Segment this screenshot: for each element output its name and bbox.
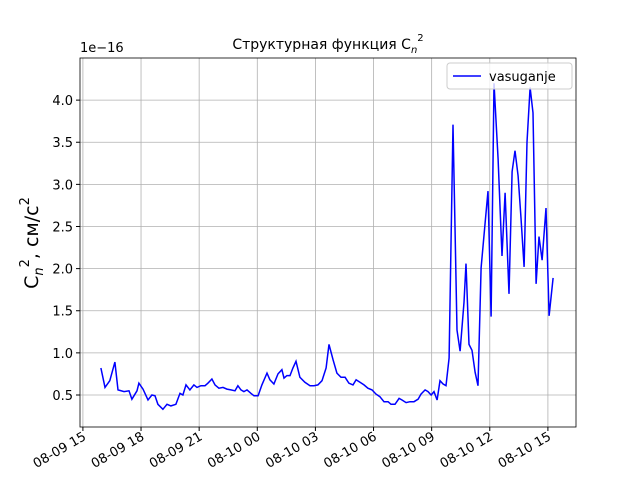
offset-text: 1e−16	[80, 41, 124, 56]
axes-frame	[79, 57, 577, 428]
y-tick-label: 3.5	[52, 136, 73, 151]
y-axis-label: Cn2, см/с2	[18, 197, 47, 289]
chart-title: Структурная функция Cn2	[232, 33, 423, 56]
y-label-sub: n	[32, 267, 47, 275]
y-tick-label: 3.0	[52, 178, 73, 193]
legend: vasuganje	[446, 62, 573, 90]
title-sub: n	[411, 45, 417, 56]
legend-box	[446, 62, 573, 90]
y-tick-label: 1.5	[52, 305, 73, 320]
y-label-sup: 2	[18, 259, 33, 267]
title-text: Структурная функция C	[232, 37, 411, 53]
y-tick-label: 0.5	[52, 389, 73, 404]
title-sup: 2	[417, 33, 423, 44]
y-tick-label: 2.5	[52, 220, 73, 235]
y-label-unit: , см/с	[21, 205, 43, 259]
y-label-unit-sup: 2	[18, 197, 33, 205]
data-line	[100, 83, 554, 411]
y-label-base: C	[21, 276, 43, 289]
legend-label: vasuganje	[489, 70, 556, 85]
y-tick-label: 2.0	[52, 263, 73, 278]
y-tick-label: 4.0	[52, 94, 73, 109]
y-tick-label: 1.0	[52, 347, 73, 362]
